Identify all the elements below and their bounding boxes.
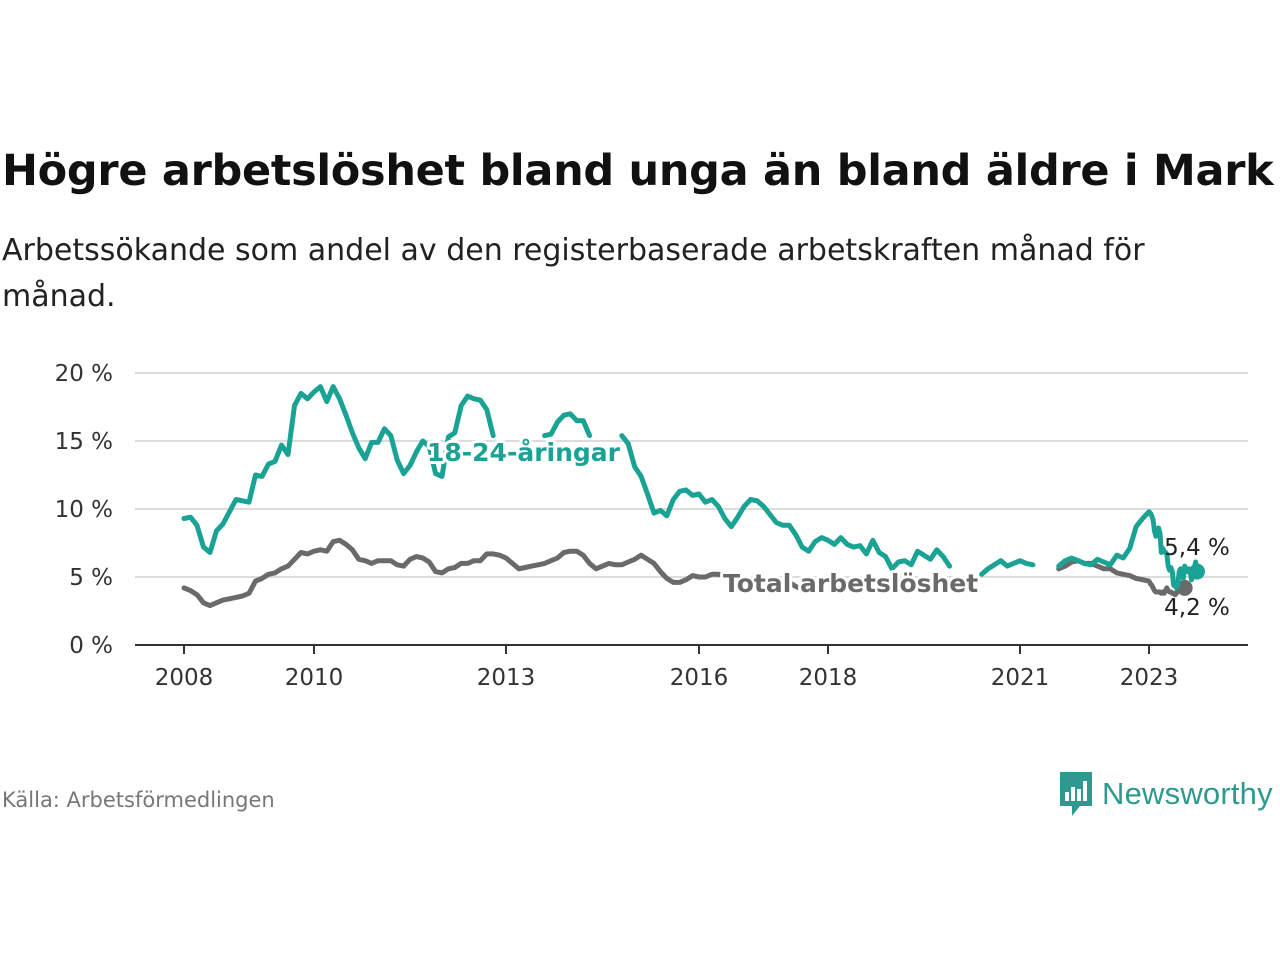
brand-logo: Newsworthy	[1058, 770, 1273, 818]
newsworthy-logo-icon	[1060, 772, 1092, 816]
x-tick-label: 2008	[155, 665, 214, 691]
y-tick-label: 10 %	[55, 497, 113, 523]
x-tick-label: 2023	[1120, 665, 1179, 691]
chart-title: Högre arbetslöshet bland unga än bland ä…	[2, 146, 1274, 196]
end-value-youth: 5,4 %	[1164, 535, 1230, 561]
y-tick-label: 15 %	[55, 429, 113, 455]
brand-name: Newsworthy	[1102, 776, 1273, 811]
x-axis-ticks: 2008 2010 2013 2016 2018 2021 2023	[155, 645, 1179, 691]
y-tick-label: 5 %	[69, 565, 113, 591]
gridlines	[135, 372, 1248, 646]
y-tick-label: 20 %	[55, 361, 113, 387]
end-point-youth	[1189, 563, 1205, 580]
y-tick-label: 0 %	[69, 633, 113, 659]
line-chart: 0 %5 %10 %15 %20 % 2008 2010 2013 2016 2018 2…	[55, 361, 1248, 691]
series-labels: 18-24-åringar Total arbetslöshet 5,4 % 4,2 …	[424, 435, 1230, 621]
series-line-youth	[181, 384, 1200, 591]
series-line-total	[181, 537, 1188, 609]
series-label-total: Total arbetslöshet	[723, 569, 978, 598]
x-tick-label: 2010	[285, 665, 344, 691]
end-point-total	[1176, 579, 1193, 596]
x-tick-label: 2013	[477, 665, 536, 691]
x-tick-label: 2021	[991, 665, 1050, 691]
x-tick-label: 2018	[799, 665, 858, 691]
chart-subtitle: Arbetssökande som andel av den registerb…	[2, 233, 1145, 314]
series-label-youth: 18-24-åringar	[427, 438, 621, 467]
end-value-total: 4,2 %	[1164, 595, 1230, 621]
source-note: Källa: Arbetsförmedlingen	[2, 788, 275, 812]
x-tick-label: 2016	[670, 665, 729, 691]
series-lines	[181, 384, 1205, 609]
y-axis-ticks: 0 % 5 % 10 % 15 % 20 %	[55, 361, 113, 659]
